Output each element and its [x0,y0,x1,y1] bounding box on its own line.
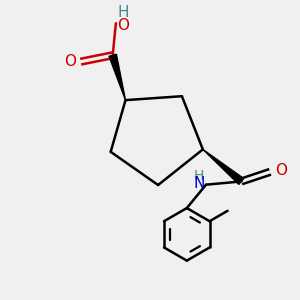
Polygon shape [203,149,244,184]
Text: N: N [193,176,204,190]
Text: H: H [118,5,129,20]
Text: O: O [275,163,287,178]
Text: O: O [118,18,130,33]
Text: O: O [64,54,76,69]
Polygon shape [109,54,125,100]
Text: H: H [194,169,204,183]
